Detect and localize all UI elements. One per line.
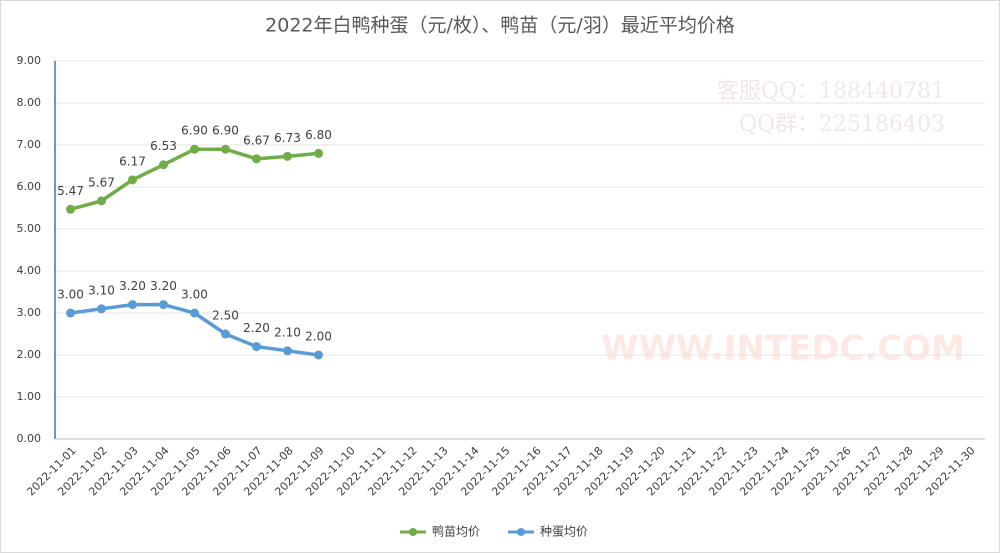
data-label: 6.90: [181, 124, 208, 138]
data-point: [314, 148, 323, 158]
data-point: [221, 144, 230, 154]
y-tick-label: 3.00: [17, 306, 42, 319]
data-point: [283, 346, 292, 356]
data-point: [128, 175, 137, 185]
data-point: [97, 196, 106, 206]
data-label: 6.53: [150, 139, 177, 153]
data-label: 3.20: [150, 279, 177, 293]
data-point: [283, 151, 292, 161]
chart-title: 2022年白鸭种蛋（元/枚）、鸭苗（元/羽）最近平均价格: [265, 15, 735, 37]
data-point: [66, 204, 75, 214]
y-tick-label: 5.00: [17, 222, 42, 235]
y-tick-label: 9.00: [17, 54, 42, 67]
data-label: 5.67: [88, 175, 115, 189]
watermark: WWW.INTEDC.COM: [601, 329, 965, 369]
legend-marker: [409, 528, 417, 536]
legend-label: 种蛋均价: [540, 525, 588, 539]
watermark: QQ群：225186403: [739, 112, 945, 137]
data-label: 5.47: [57, 184, 84, 198]
data-point: [159, 160, 168, 170]
data-label: 2.20: [243, 321, 270, 335]
data-point: [128, 300, 137, 310]
data-point: [190, 144, 199, 154]
data-label: 3.10: [88, 283, 115, 297]
y-tick-label: 0.00: [17, 432, 42, 445]
y-tick-label: 2.00: [17, 348, 42, 361]
legend-marker: [517, 528, 525, 536]
legend-label: 鸭苗均价: [432, 525, 480, 539]
watermark: 客服QQ：188440781: [717, 79, 945, 104]
y-tick-label: 6.00: [17, 180, 42, 193]
data-label: 6.17: [119, 154, 146, 168]
y-tick-label: 8.00: [17, 96, 42, 109]
data-label: 6.90: [212, 124, 239, 138]
data-label: 3.00: [181, 288, 208, 302]
data-point: [159, 300, 168, 310]
y-tick-label: 1.00: [17, 390, 42, 403]
data-label: 2.10: [274, 325, 301, 339]
data-label: 3.00: [57, 288, 84, 302]
data-label: 2.00: [305, 330, 332, 344]
data-label: 6.67: [243, 133, 270, 147]
data-point: [252, 154, 261, 164]
data-point: [221, 329, 230, 339]
data-label: 6.80: [305, 128, 332, 142]
y-tick-label: 4.00: [17, 264, 42, 277]
data-point: [190, 308, 199, 318]
y-tick-label: 7.00: [17, 138, 42, 151]
data-label: 3.20: [119, 279, 146, 293]
data-label: 2.50: [212, 309, 239, 323]
data-point: [66, 308, 75, 318]
data-point: [252, 342, 261, 352]
data-point: [97, 304, 106, 314]
data-point: [314, 350, 323, 360]
data-label: 6.73: [274, 131, 301, 145]
